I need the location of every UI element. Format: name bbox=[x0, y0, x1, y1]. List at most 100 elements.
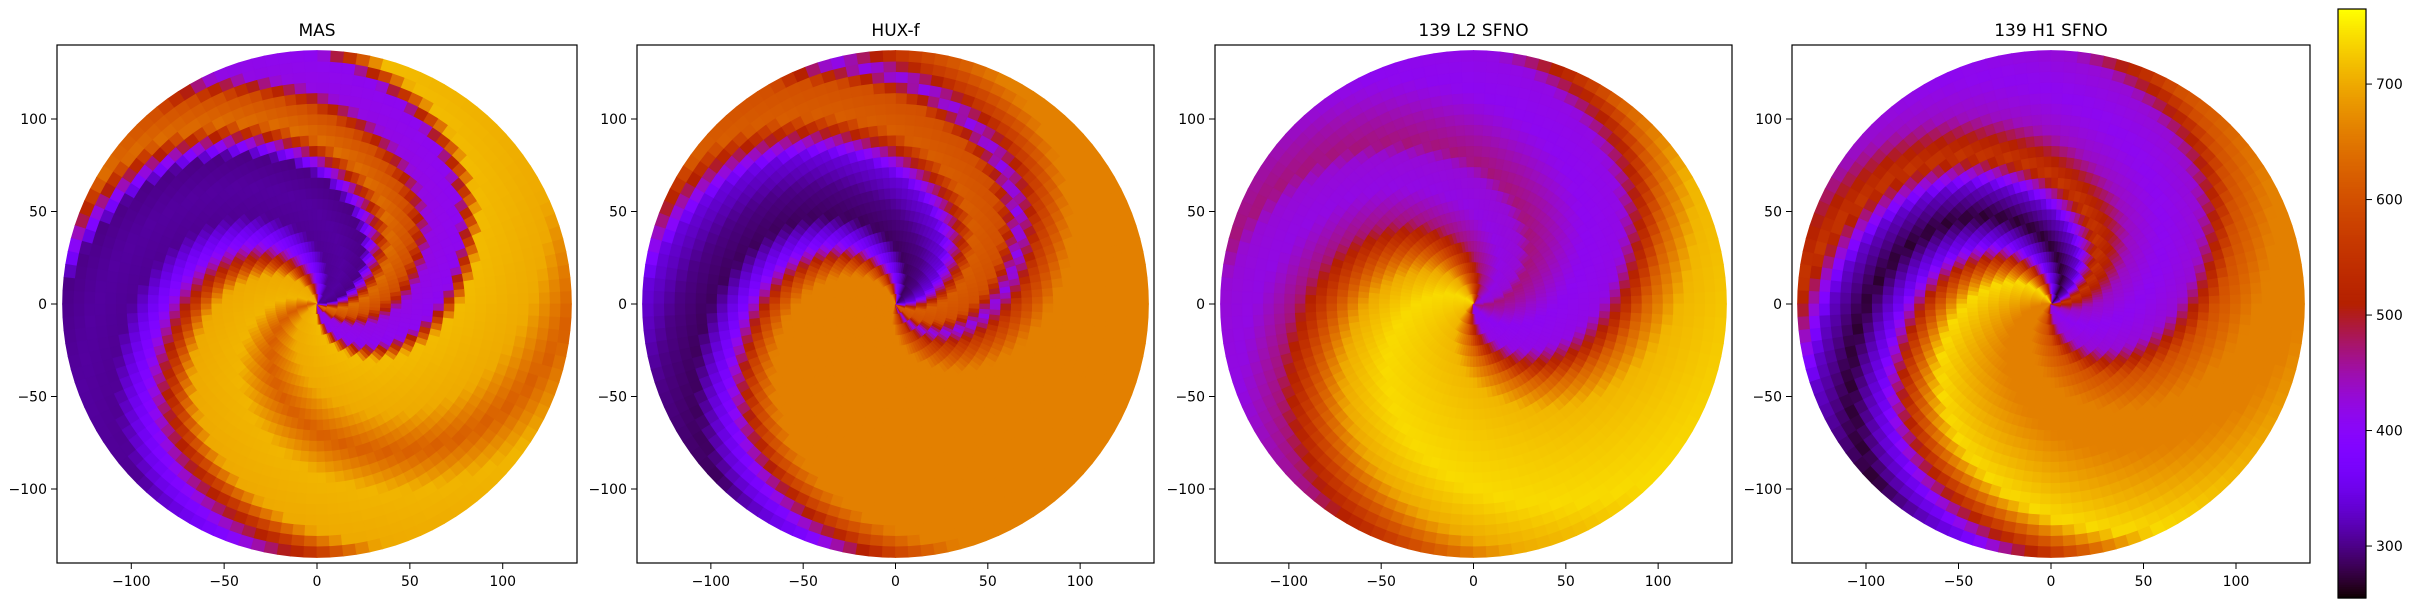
heatmap-cell bbox=[328, 93, 340, 104]
heatmap-cell bbox=[475, 286, 486, 295]
heatmap-cell bbox=[727, 295, 738, 304]
heatmap-cell bbox=[1042, 312, 1053, 321]
heatmap-cell bbox=[339, 83, 352, 95]
heatmap-cell bbox=[1043, 304, 1054, 312]
heatmap-cell bbox=[476, 295, 487, 304]
heatmap-cell bbox=[526, 326, 538, 339]
x-tick-label: −50 bbox=[209, 574, 239, 590]
heatmap-cell bbox=[336, 115, 347, 127]
heatmap-cell bbox=[147, 295, 158, 304]
heatmap-cell bbox=[243, 300, 254, 304]
heatmap-cell bbox=[309, 452, 317, 463]
heatmap-cell bbox=[317, 72, 329, 83]
heatmap-cell bbox=[317, 230, 321, 241]
heatmap-cell bbox=[158, 296, 169, 304]
heatmap-cell bbox=[314, 346, 317, 357]
heatmap-cell bbox=[304, 536, 317, 547]
heatmap-cell bbox=[84, 292, 95, 304]
heatmap-cell bbox=[284, 94, 296, 106]
heatmap-cell bbox=[105, 315, 116, 327]
heatmap-cell bbox=[317, 93, 328, 104]
heatmap-cell bbox=[96, 326, 108, 339]
heatmap-cell bbox=[190, 291, 201, 298]
heatmap-cell bbox=[290, 546, 304, 558]
heatmap-cell bbox=[748, 304, 759, 312]
heatmap-cell bbox=[900, 199, 906, 210]
heatmap-cell bbox=[969, 304, 980, 308]
heatmap-cell bbox=[902, 167, 910, 178]
heatmap-cell bbox=[329, 72, 342, 83]
heatmap-cell bbox=[179, 297, 190, 304]
heatmap-cell bbox=[308, 135, 317, 146]
heatmap-cell bbox=[904, 135, 913, 146]
heatmap-cell bbox=[497, 304, 508, 314]
heatmap-cell bbox=[547, 328, 559, 342]
heatmap-cell bbox=[539, 292, 550, 304]
heatmap-cell bbox=[310, 420, 317, 431]
heatmap-cell bbox=[790, 293, 801, 299]
heatmap-cell bbox=[465, 304, 476, 312]
heatmap-cell bbox=[310, 167, 317, 178]
heatmap-cell bbox=[334, 136, 344, 148]
heatmap-cell bbox=[169, 296, 180, 304]
heatmap-cell bbox=[454, 311, 465, 319]
heatmap-cell bbox=[896, 146, 904, 157]
heatmap-cell bbox=[285, 492, 297, 504]
heatmap-cell bbox=[190, 304, 201, 311]
heatmap-cell bbox=[896, 220, 900, 231]
heatmap-cell bbox=[338, 502, 350, 514]
heatmap-cell bbox=[769, 291, 780, 298]
heatmap-cell bbox=[528, 281, 539, 293]
heatmap-cell bbox=[517, 315, 528, 327]
heatmap-cell bbox=[296, 104, 307, 115]
heatmap-cell bbox=[538, 316, 550, 329]
heatmap-cell bbox=[889, 420, 896, 431]
x-tick-label: 50 bbox=[401, 574, 419, 590]
heatmap-cell bbox=[889, 409, 895, 420]
heatmap-cell bbox=[264, 54, 279, 67]
heatmap-cell bbox=[325, 462, 334, 473]
heatmap-cell bbox=[560, 291, 571, 304]
heatmap-cell bbox=[317, 251, 320, 262]
heatmap-cell bbox=[547, 266, 559, 280]
heatmap-cell bbox=[1011, 310, 1022, 317]
heatmap-cell bbox=[912, 136, 922, 148]
heatmap-cell bbox=[883, 409, 890, 420]
heatmap-cell bbox=[913, 125, 923, 137]
heatmap-cell bbox=[507, 283, 518, 294]
heatmap-cell bbox=[323, 188, 330, 199]
heatmap-cell bbox=[338, 94, 350, 106]
heatmap-cell bbox=[896, 462, 905, 473]
heatmap-cell bbox=[728, 278, 740, 288]
heatmap-cell bbox=[297, 114, 308, 125]
heatmap-cell bbox=[486, 304, 497, 313]
heatmap-cell bbox=[311, 409, 317, 420]
heatmap-cell bbox=[295, 93, 307, 104]
heatmap-cell bbox=[309, 146, 317, 157]
heatmap-cell bbox=[137, 313, 148, 323]
heatmap-cell bbox=[317, 51, 330, 62]
heatmap-cell bbox=[137, 295, 148, 304]
heatmap-cell bbox=[294, 83, 306, 94]
heatmap-cell bbox=[412, 304, 423, 310]
heatmap-cell bbox=[95, 315, 106, 327]
heatmap-cell bbox=[281, 523, 294, 535]
heatmap-cell bbox=[64, 264, 76, 278]
heatmap-cell bbox=[889, 177, 896, 188]
heatmap-cell bbox=[906, 304, 917, 305]
heatmap-cell bbox=[299, 462, 308, 473]
heatmap-cell bbox=[402, 304, 413, 309]
heatmap-cell bbox=[892, 357, 895, 368]
heatmap-cell bbox=[758, 297, 769, 304]
heatmap-cell bbox=[63, 317, 75, 331]
heatmap-cell bbox=[330, 51, 344, 63]
heatmap-cell bbox=[148, 278, 160, 288]
heatmap-cell bbox=[126, 313, 137, 323]
heatmap-cell bbox=[306, 93, 317, 104]
heatmap-cell bbox=[905, 114, 915, 125]
heatmap-cell bbox=[222, 299, 233, 304]
heatmap-cell bbox=[200, 298, 211, 304]
heatmap-cell bbox=[106, 325, 118, 337]
